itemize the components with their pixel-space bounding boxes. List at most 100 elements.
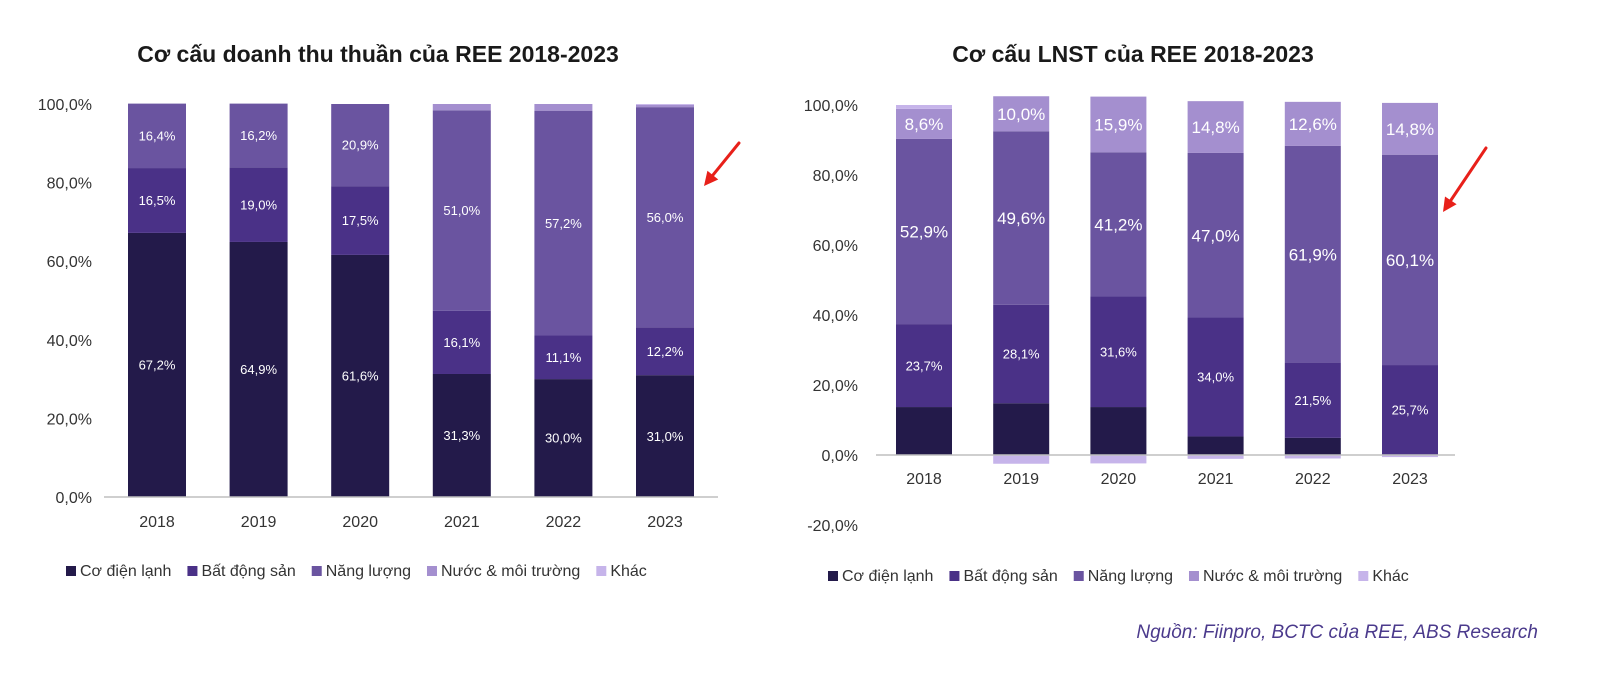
chart-title: Cơ cấu LNST của REE 2018-2023	[952, 41, 1314, 67]
bar-co-dien-lanh-2022	[534, 379, 593, 497]
bar-bat-dong-san-2018	[128, 168, 186, 233]
x-tick-label: 2023	[647, 514, 683, 531]
bar-nang-luong-2018	[128, 103, 186, 169]
legend-item-co-dien-lanh: Cơ điện lạnh	[80, 563, 171, 580]
bar-nuoc-moi-truong-2023	[636, 104, 694, 108]
bar-nuoc-moi-truong-2019	[993, 96, 1050, 132]
legend-item-bat-dong-san: Bất động sản	[201, 563, 295, 580]
legend-item-nuoc-moi-truong: Nước & môi trường	[441, 563, 580, 580]
bar-nuoc-moi-truong-2022	[534, 104, 593, 111]
data-label: 8,6%	[905, 115, 944, 134]
bar-nang-luong-2018	[896, 138, 952, 325]
bar-nuoc-moi-truong-2020	[1090, 96, 1147, 153]
x-tick-label: 2019	[241, 514, 277, 531]
y-tick-label: 20,0%	[47, 411, 92, 428]
bar-bat-dong-san-2020	[1090, 296, 1147, 408]
data-label: 16,5%	[139, 193, 176, 208]
bar-khac-2022	[1284, 455, 1341, 459]
y-tick-label: 60,0%	[813, 238, 858, 255]
x-tick-label: 2018	[139, 514, 175, 531]
bar-bat-dong-san-2021	[1187, 317, 1244, 437]
x-tick-label: 2019	[1003, 471, 1039, 488]
x-tick-label: 2022	[1295, 471, 1331, 488]
bar-nang-luong-2019	[229, 103, 288, 168]
bar-khac-2021	[1187, 455, 1244, 459]
legend-swatch	[596, 566, 607, 576]
data-label: 25,7%	[1392, 403, 1429, 418]
data-label: 64,9%	[240, 362, 277, 377]
annotation-arrow-head	[1443, 196, 1457, 212]
data-label: 61,6%	[342, 369, 379, 384]
legend-item-co-dien-lanh: Cơ điện lạnh	[842, 568, 933, 585]
x-tick-label: 2020	[342, 514, 378, 531]
legend-swatch	[66, 566, 76, 576]
data-label: 10,0%	[997, 105, 1045, 124]
data-label: 47,0%	[1191, 226, 1239, 245]
data-label: 16,1%	[443, 335, 480, 350]
bar-bat-dong-san-2023	[1382, 365, 1438, 455]
legend-item-nang-luong: Năng lượng	[326, 563, 411, 580]
revenue-structure-chart: Cơ cấu doanh thu thuần của REE 2018-2023…	[38, 41, 741, 580]
data-label: 51,0%	[443, 203, 480, 218]
data-label: 20,9%	[342, 138, 379, 153]
bar-co-dien-lanh-2020	[331, 254, 390, 497]
legend-swatch	[1188, 571, 1199, 581]
bar-co-dien-lanh-2019	[993, 403, 1050, 455]
x-tick-label: 2020	[1101, 471, 1137, 488]
data-label: 16,4%	[139, 129, 176, 144]
bar-bat-dong-san-2022	[534, 335, 593, 380]
data-label: 23,7%	[906, 358, 943, 373]
chart-title: Cơ cấu doanh thu thuần của REE 2018-2023	[137, 41, 619, 67]
bar-co-dien-lanh-2022	[1284, 437, 1341, 455]
x-tick-label: 2018	[906, 471, 942, 488]
bar-khac-2019	[993, 455, 1050, 464]
y-tick-label: 40,0%	[813, 308, 858, 325]
profit-structure-chart: Cơ cấu LNST của REE 2018-2023 -20,0% 0,0% 2…	[804, 41, 1488, 585]
bar-bat-dong-san-2019	[993, 304, 1050, 404]
data-label: 14,8%	[1386, 120, 1434, 139]
data-label: 31,0%	[647, 429, 684, 444]
data-label: 49,6%	[997, 209, 1045, 228]
data-label: 19,0%	[240, 197, 277, 212]
y-tick-label: 40,0%	[47, 333, 92, 350]
bar-nang-luong-2019	[993, 131, 1050, 305]
data-label: 60,1%	[1386, 251, 1434, 270]
bar-nang-luong-2023	[636, 107, 694, 328]
bar-co-dien-lanh-2021	[432, 373, 491, 497]
bar-nang-luong-2022	[1284, 145, 1341, 363]
data-label: 67,2%	[139, 358, 176, 373]
data-label: 12,6%	[1289, 115, 1337, 134]
bar-bat-dong-san-2018	[896, 324, 952, 408]
bar-nang-luong-2021	[1187, 152, 1244, 318]
annotation-arrow-shaft	[1449, 146, 1488, 202]
x-tick-label: 2021	[444, 514, 480, 531]
bar-bat-dong-san-2022	[1284, 362, 1341, 438]
legend-swatch	[1358, 571, 1369, 581]
bar-bat-dong-san-2023	[636, 327, 694, 376]
legend-swatch	[949, 571, 960, 581]
legend-item-nuoc-moi-truong: Nước & môi trường	[1203, 568, 1342, 585]
annotation-arrow-head	[704, 170, 719, 186]
bar-nuoc-moi-truong-2021	[1187, 101, 1244, 153]
data-label: 16,2%	[240, 128, 277, 143]
y-tick-label: 0,0%	[822, 448, 858, 465]
legend-item-khac: Khác	[1372, 568, 1408, 585]
legend-swatch	[311, 566, 322, 576]
legend-item-bat-dong-san: Bất động sản	[963, 568, 1057, 585]
y-tick-label: 80,0%	[47, 176, 92, 193]
y-tick-label: 100,0%	[804, 98, 858, 115]
data-label: 21,5%	[1294, 393, 1331, 408]
data-label: 28,1%	[1003, 347, 1040, 362]
bar-nang-luong-2020	[331, 104, 390, 187]
bar-khac-2023	[636, 104, 694, 105]
bar-khac-2023	[1382, 455, 1438, 458]
bar-co-dien-lanh-2020	[1090, 407, 1147, 455]
annotation-arrow-shaft	[711, 141, 741, 177]
bar-nuoc-moi-truong-2021	[432, 104, 491, 111]
y-tick-label: 60,0%	[47, 254, 92, 271]
data-label: 31,6%	[1100, 344, 1137, 359]
legend-item-nang-luong: Năng lượng	[1088, 568, 1173, 585]
data-label: 17,5%	[342, 213, 379, 228]
y-tick-label: 20,0%	[813, 378, 858, 395]
bar-bat-dong-san-2021	[432, 310, 491, 374]
